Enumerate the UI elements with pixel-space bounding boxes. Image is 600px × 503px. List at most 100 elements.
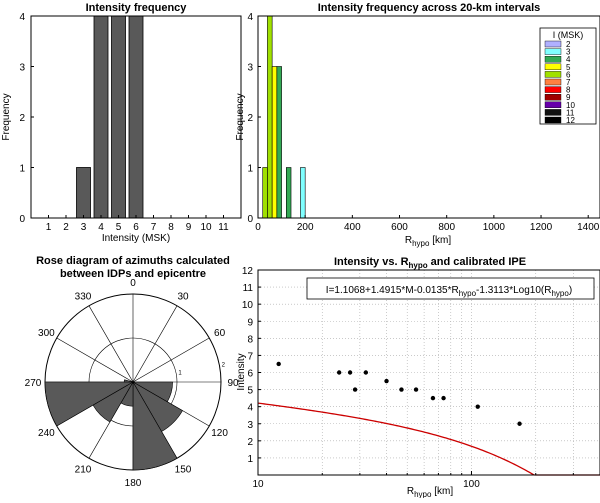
data-point (413, 387, 419, 392)
x-tick-label: 800 (438, 222, 455, 233)
chart1-bars (76, 15, 144, 219)
data-point (347, 370, 353, 375)
distance-bar (271, 66, 278, 219)
distance-bar (262, 167, 268, 219)
y-tick-label: 2 (19, 113, 25, 124)
legend-label: 5 (566, 63, 571, 72)
x-tick-label: 10 (200, 222, 212, 233)
legend-swatch (544, 63, 562, 70)
data-point (517, 421, 522, 426)
rose-angle-label: 60 (214, 328, 226, 339)
distance-bar (286, 167, 292, 219)
y-tick-label: 5 (247, 386, 253, 397)
x-tick-label: 1200 (530, 222, 553, 233)
y-tick-label: 1 (247, 454, 253, 465)
legend-swatch (544, 56, 562, 63)
legend-swatch (544, 101, 562, 109)
x-tick-label: 0 (255, 222, 261, 233)
legend-label: 4 (566, 55, 571, 64)
y-tick-label: 9 (247, 317, 253, 328)
x-tick-label: 4 (98, 222, 104, 233)
legend-label: 7 (566, 78, 571, 87)
x-tick-label: 5 (116, 222, 122, 233)
rose-spoke (56, 337, 134, 383)
x-tick-label: 1 (46, 222, 52, 233)
rose-angle-label: 120 (211, 428, 228, 439)
data-point (276, 361, 281, 367)
chart1-x-axis-label: Intensity (MSK) (102, 233, 170, 244)
x-tick-label: 200 (297, 222, 314, 233)
chart4-points (276, 361, 522, 426)
x-tick-label: 3 (81, 222, 87, 233)
y-tick-label: 3 (247, 63, 253, 74)
rose-radial-ticks: 12 (178, 363, 225, 377)
rose-sector (132, 380, 178, 471)
rose-title-line1: Rose diagram of azimuths calculated (36, 255, 230, 267)
data-point (384, 378, 389, 384)
legend-label: 6 (566, 70, 571, 79)
legend-swatch (544, 93, 562, 101)
legend-label: 12 (566, 116, 575, 125)
ipe-curve (257, 402, 600, 476)
y-tick-label: 2 (247, 113, 253, 124)
rose-spoke (88, 305, 134, 383)
ipe-formula: I=1.1068+1.4915*M-0.0135*Rhypo-1.3113*Lo… (326, 285, 572, 298)
x-tick-label: 2 (63, 222, 69, 233)
legend-label: 3 (566, 48, 571, 57)
rose-sectors (44, 379, 183, 471)
chart2-y-ticks: 0 1 2 3 4 (247, 12, 261, 225)
bar-intensity-3 (76, 167, 91, 219)
chart2-y-axis-label: Frequency (235, 93, 246, 140)
formula-box (306, 277, 595, 300)
rose-angle-label: 270 (25, 378, 42, 389)
rose-angle-label: 150 (175, 465, 192, 476)
legend-swatch (544, 109, 562, 116)
x-tick-label: 600 (391, 222, 408, 233)
y-tick-label: 11 (243, 283, 254, 294)
chart2-bars (262, 15, 306, 219)
x-tick-label: 100 (463, 479, 480, 490)
chart1-x-ticks: 1 2 3 4 5 6 7 8 9 10 11 (46, 215, 229, 233)
y-tick-label: 3 (247, 420, 253, 431)
bar-intensity-5 (111, 15, 126, 219)
chart1-y-axis-label: Frequency (1, 93, 12, 140)
legend-label: 2 (566, 40, 571, 49)
rose-angle-label: 30 (177, 291, 189, 302)
legend-label: 10 (566, 101, 575, 110)
chart4-title: Intensity vs. Rhypo and calibrated IPE (334, 256, 526, 270)
legend-swatch (544, 116, 562, 124)
data-point (441, 395, 446, 401)
rose-angle-label: 240 (38, 428, 55, 439)
bar-intensity-4 (93, 15, 109, 219)
legend-swatch (544, 71, 562, 78)
y-tick-label: 1 (247, 164, 253, 175)
x-tick-label: 6 (133, 222, 139, 233)
chart4-x-axis-label: Rhypo [km] (407, 486, 453, 498)
chart2-title: Intensity frequency across 20-km interva… (318, 2, 541, 14)
distance-frequency-chart: Intensity frequency across 20-km interva… (235, 2, 600, 248)
chart1-y-ticks: 0 1 2 3 4 (19, 12, 34, 225)
distance-bar (300, 167, 306, 219)
legend-swatch (544, 40, 562, 48)
data-point (352, 387, 358, 392)
chart2-x-axis-label: Rhypo [km] (405, 235, 451, 248)
rose-angle-labels: 0 30 60 90 120 150 180 210 240 270 300 330 (25, 278, 239, 489)
chart4-x-ticks: 10 100 (252, 471, 574, 490)
rose-angle-label: 180 (125, 478, 142, 489)
y-tick-label: 0 (19, 214, 25, 225)
y-tick-label: 4 (19, 12, 25, 23)
x-tick-label: 9 (186, 222, 192, 233)
intensity-frequency-chart: Intensity frequency 1 2 3 4 5 6 7 8 9 10 11 01234 … (1, 2, 242, 244)
x-tick-label: 1000 (483, 222, 506, 233)
rose-title-line2: between IDPs and epicentre (60, 268, 206, 280)
distance-bar (276, 66, 282, 219)
chart4-grid (258, 269, 600, 475)
rose-spoke (132, 305, 178, 383)
rose-diagram: Rose diagram of azimuths calculated betw… (25, 255, 239, 489)
y-tick-label: 10 (242, 300, 254, 311)
y-tick-label: 12 (242, 266, 254, 277)
x-tick-label: 8 (168, 222, 174, 233)
